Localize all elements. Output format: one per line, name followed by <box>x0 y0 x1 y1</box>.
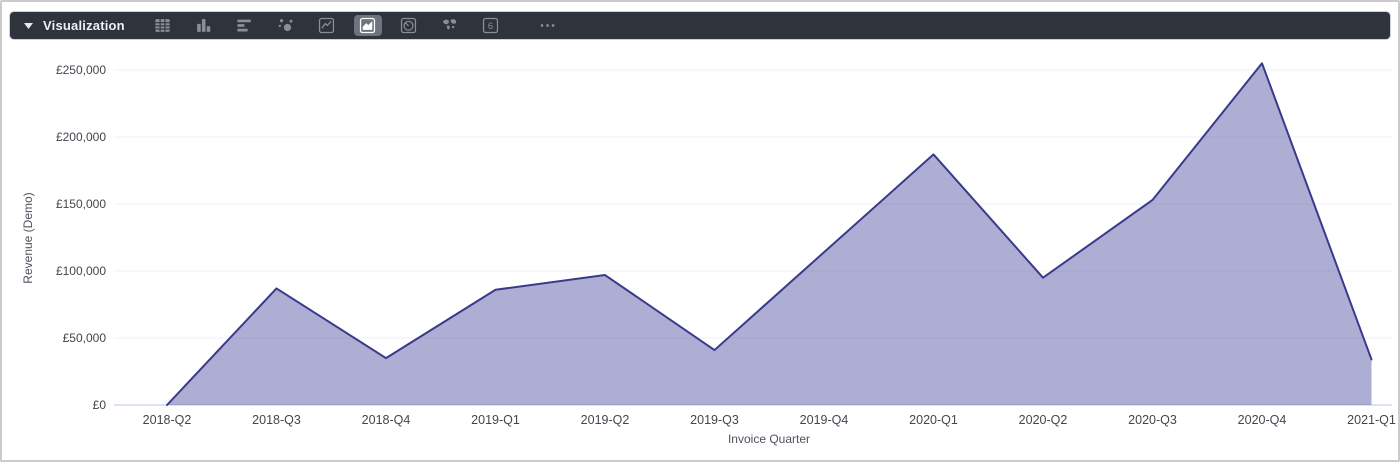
table-icon <box>155 19 170 32</box>
chart-series-layer <box>166 62 1373 406</box>
x-tick-label: 2019-Q1 <box>471 413 520 427</box>
x-tick-label: 2021-Q1 <box>1347 413 1396 427</box>
area-series-line[interactable] <box>166 62 1373 406</box>
x-tick-label: 2020-Q1 <box>909 413 958 427</box>
viz-type-row-button[interactable] <box>231 15 259 36</box>
scatter-icon <box>278 19 293 32</box>
x-axis-title: Invoice Quarter <box>728 432 810 446</box>
area-series-fill[interactable] <box>167 63 1372 406</box>
x-tick-label: 2019-Q3 <box>690 413 739 427</box>
toolbar-title: Visualization <box>43 18 125 33</box>
visualization-section-toggle[interactable]: Visualization <box>24 18 125 33</box>
y-tick-label: £200,000 <box>56 130 106 144</box>
viz-type-picker: 6 <box>149 15 575 36</box>
visualization-toolbar: Visualization <box>10 12 1390 39</box>
viz-type-number-button[interactable]: 6 <box>477 15 505 36</box>
area-chart-icon <box>360 17 376 34</box>
viz-type-pie-button[interactable] <box>395 15 423 36</box>
more-options-icon <box>540 24 555 27</box>
viz-type-area-button[interactable] <box>353 15 382 36</box>
line-chart-icon <box>319 17 335 34</box>
x-tick-label: 2018-Q4 <box>362 413 411 427</box>
chevron-down-icon <box>24 22 33 29</box>
number-icon: 6 <box>483 17 499 34</box>
y-tick-label: £250,000 <box>56 63 106 77</box>
bar-chart-icon <box>197 19 211 32</box>
x-tick-label: 2018-Q3 <box>252 413 301 427</box>
more-viz-types-button[interactable] <box>534 15 562 36</box>
y-tick-label: £100,000 <box>56 264 106 278</box>
pie-chart-icon <box>401 17 417 34</box>
viz-type-table-button[interactable] <box>149 15 177 36</box>
x-tick-label: 2019-Q4 <box>800 413 849 427</box>
row-chart-icon <box>237 19 252 32</box>
x-tick-label: 2019-Q2 <box>581 413 630 427</box>
viz-type-scatter-button[interactable] <box>272 15 300 36</box>
x-tick-label: 2020-Q4 <box>1238 413 1287 427</box>
y-tick-label: £50,000 <box>63 331 107 345</box>
y-axis-title: Revenue (Demo) <box>21 192 35 283</box>
chart-grid-layer <box>114 69 1392 406</box>
svg-text:6: 6 <box>488 21 493 32</box>
viz-type-line-button[interactable] <box>313 15 341 36</box>
y-tick-label: £150,000 <box>56 197 106 211</box>
y-tick-label: £0 <box>93 398 107 412</box>
x-tick-label: 2020-Q3 <box>1128 413 1177 427</box>
x-tick-label: 2018-Q2 <box>143 413 192 427</box>
chart-axis-labels-layer: £0 £50,000 £100,000 £150,000 £200,000 £250,00… <box>56 63 1396 427</box>
x-tick-label: 2020-Q2 <box>1019 413 1068 427</box>
viz-type-bar-button[interactable] <box>190 15 218 36</box>
viz-type-map-button[interactable] <box>436 15 464 36</box>
world-map-icon <box>443 19 457 30</box>
